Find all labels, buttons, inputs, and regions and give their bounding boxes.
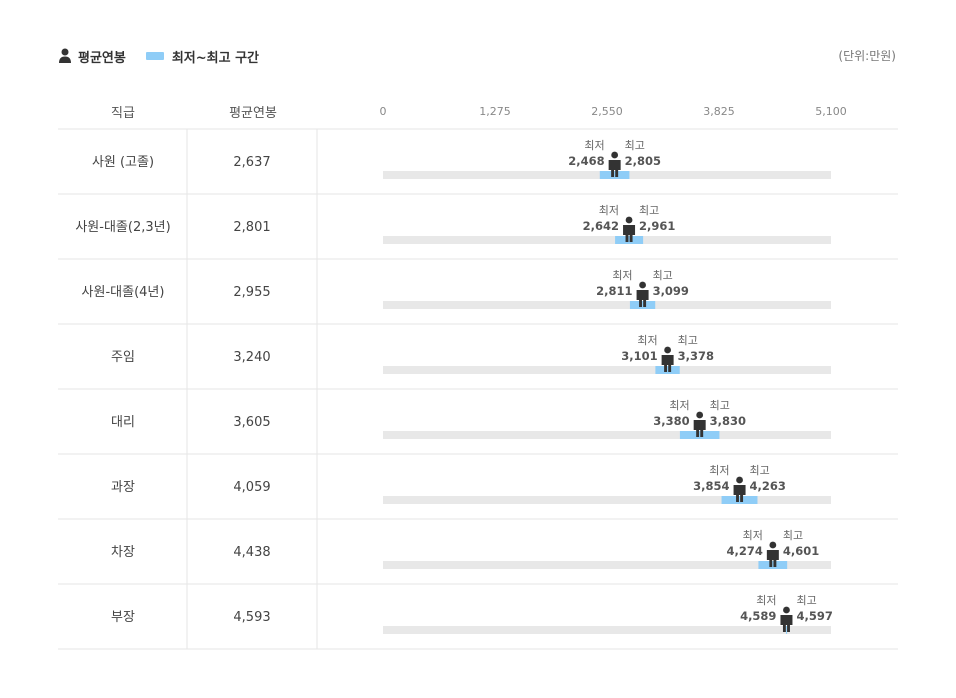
min-value-label: 3,380 xyxy=(653,414,689,428)
rank-label: 차장 xyxy=(111,545,135,560)
max-value-label: 3,830 xyxy=(710,414,746,428)
min-value-label: 3,854 xyxy=(693,479,729,493)
avg-person-marker xyxy=(780,615,793,632)
avg-salary-value: 3,605 xyxy=(233,415,270,430)
max-caption: 최고 xyxy=(625,139,645,152)
range-bar xyxy=(655,366,680,374)
avg-column-header: 평균연봉 xyxy=(229,106,277,121)
avg-person-marker xyxy=(636,290,649,307)
range-bar xyxy=(758,561,788,569)
rank-label: 과장 xyxy=(111,480,135,495)
max-value-label: 2,805 xyxy=(625,154,661,168)
person-icon xyxy=(59,48,71,63)
min-caption: 최저 xyxy=(637,334,657,347)
avg-person-marker xyxy=(661,355,674,372)
min-value-label: 4,589 xyxy=(740,609,776,623)
min-caption: 최저 xyxy=(743,529,763,542)
x-tick-label: 3,825 xyxy=(703,105,735,118)
avg-salary-value: 3,240 xyxy=(233,350,270,365)
max-value-label: 4,263 xyxy=(750,479,786,493)
max-caption: 최고 xyxy=(796,594,816,607)
max-value-label: 2,961 xyxy=(639,219,675,233)
max-value-label: 4,601 xyxy=(783,544,819,558)
max-caption: 최고 xyxy=(639,204,659,217)
avg-salary-value: 2,955 xyxy=(233,285,270,300)
min-value-label: 2,468 xyxy=(568,154,604,168)
rank-label: 주임 xyxy=(111,350,135,365)
avg-salary-value: 4,438 xyxy=(233,545,270,560)
range-bar xyxy=(629,301,656,309)
avg-person-marker xyxy=(696,411,704,419)
x-tick-label: 2,550 xyxy=(591,105,623,118)
min-value-label: 2,642 xyxy=(583,219,619,233)
avg-person-marker xyxy=(783,606,790,614)
min-caption: 최저 xyxy=(669,399,689,412)
range-bar xyxy=(786,626,788,634)
rank-label: 사원-대졸(2,3년) xyxy=(75,220,170,235)
max-caption: 최고 xyxy=(750,464,770,477)
range-track xyxy=(383,366,831,374)
x-tick-label: 5,100 xyxy=(815,105,847,118)
avg-person-marker xyxy=(766,550,779,567)
rank-label: 사원 (고졸) xyxy=(92,155,154,170)
min-caption: 최저 xyxy=(599,204,619,217)
legend-range-label: 최저~최고 구간 xyxy=(171,50,260,66)
avg-person-marker xyxy=(664,346,672,354)
min-caption: 최저 xyxy=(584,139,604,152)
avg-salary-value: 2,637 xyxy=(233,155,270,170)
range-track xyxy=(383,561,831,569)
avg-person-marker xyxy=(608,160,621,177)
max-caption: 최고 xyxy=(783,529,803,542)
avg-person-marker xyxy=(736,476,743,484)
max-value-label: 3,378 xyxy=(678,349,714,363)
rank-label: 부장 xyxy=(111,610,135,625)
min-caption: 최저 xyxy=(709,464,729,477)
rank-label: 대리 xyxy=(111,415,135,430)
max-caption: 최고 xyxy=(653,269,673,282)
range-track xyxy=(383,496,831,504)
min-caption: 최저 xyxy=(756,594,776,607)
range-bar xyxy=(679,431,720,439)
avg-salary-value: 2,801 xyxy=(233,220,270,235)
x-tick-label: 1,275 xyxy=(479,105,511,118)
range-track xyxy=(383,431,831,439)
max-caption: 최고 xyxy=(678,334,698,347)
unit-label: (단위:만원) xyxy=(838,49,896,63)
range-track xyxy=(383,236,831,244)
rank-label: 사원-대졸(4년) xyxy=(82,285,165,300)
min-value-label: 4,274 xyxy=(726,544,762,558)
legend-avg-label: 평균연봉 xyxy=(78,50,126,66)
avg-person-marker xyxy=(733,485,746,502)
legend: 평균연봉 최저~최고 구간 xyxy=(58,46,259,66)
range-track xyxy=(383,301,831,309)
range-bar xyxy=(721,496,758,504)
avg-person-marker xyxy=(623,225,636,242)
min-caption: 최저 xyxy=(612,269,632,282)
legend-range-swatch xyxy=(145,52,164,60)
min-value-label: 3,101 xyxy=(621,349,657,363)
avg-person-marker xyxy=(693,420,706,437)
min-value-label: 2,811 xyxy=(596,284,632,298)
max-value-label: 4,597 xyxy=(796,609,832,623)
range-bar xyxy=(599,171,630,179)
range-track xyxy=(383,626,831,634)
avg-person-marker xyxy=(769,541,777,549)
avg-salary-value: 4,593 xyxy=(233,610,270,625)
avg-person-marker xyxy=(611,151,619,159)
max-caption: 최고 xyxy=(710,399,730,412)
avg-person-marker xyxy=(639,281,646,289)
max-value-label: 3,099 xyxy=(653,284,689,298)
rank-column-header: 직급 xyxy=(111,106,135,121)
avg-salary-value: 4,059 xyxy=(233,480,270,495)
x-tick-label: 0 xyxy=(380,105,387,118)
avg-person-marker xyxy=(625,216,633,224)
range-bar xyxy=(615,236,644,244)
